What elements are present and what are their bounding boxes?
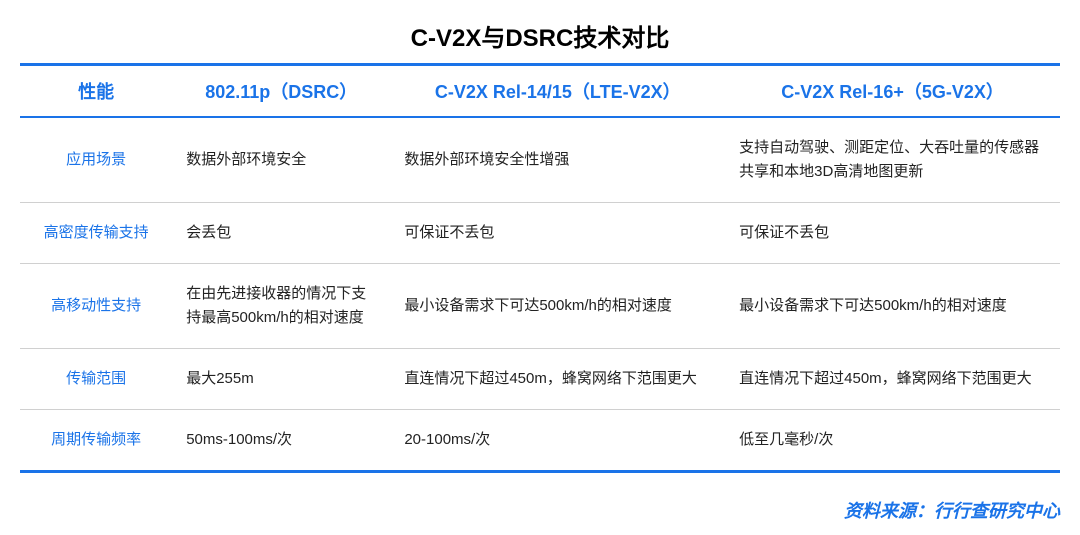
row-label: 周期传输频率 [20, 410, 172, 472]
table-row: 高密度传输支持 会丢包 可保证不丢包 可保证不丢包 [20, 203, 1060, 264]
row-label: 高移动性支持 [20, 264, 172, 349]
cell-dsrc: 50ms-100ms/次 [172, 410, 390, 472]
cell-lte: 20-100ms/次 [390, 410, 725, 472]
col-header-lte: C-V2X Rel-14/15（LTE-V2X） [390, 65, 725, 118]
cell-lte: 可保证不丢包 [390, 203, 725, 264]
cell-dsrc: 在由先进接收器的情况下支持最高500km/h的相对速度 [172, 264, 390, 349]
col-header-perf: 性能 [20, 65, 172, 118]
col-header-dsrc: 802.11p（DSRC） [172, 65, 390, 118]
col-header-5g: C-V2X Rel-16+（5G-V2X） [725, 65, 1060, 118]
table-row: 应用场景 数据外部环境安全 数据外部环境安全性增强 支持自动驾驶、测距定位、大吞… [20, 117, 1060, 203]
cell-5g: 低至几毫秒/次 [725, 410, 1060, 472]
table-row: 高移动性支持 在由先进接收器的情况下支持最高500km/h的相对速度 最小设备需… [20, 264, 1060, 349]
cell-lte: 直连情况下超过450m，蜂窝网络下范围更大 [390, 349, 725, 410]
cell-lte: 最小设备需求下可达500km/h的相对速度 [390, 264, 725, 349]
comparison-table: 性能 802.11p（DSRC） C-V2X Rel-14/15（LTE-V2X… [20, 63, 1060, 473]
table-header-row: 性能 802.11p（DSRC） C-V2X Rel-14/15（LTE-V2X… [20, 65, 1060, 118]
row-label: 传输范围 [20, 349, 172, 410]
row-label: 应用场景 [20, 117, 172, 203]
cell-5g: 最小设备需求下可达500km/h的相对速度 [725, 264, 1060, 349]
cell-dsrc: 最大255m [172, 349, 390, 410]
source-citation: 资料来源：行行查研究中心 [844, 497, 1060, 523]
table-row: 传输范围 最大255m 直连情况下超过450m，蜂窝网络下范围更大 直连情况下超… [20, 349, 1060, 410]
row-label: 高密度传输支持 [20, 203, 172, 264]
cell-dsrc: 数据外部环境安全 [172, 117, 390, 203]
cell-5g: 支持自动驾驶、测距定位、大吞吐量的传感器共享和本地3D高清地图更新 [725, 117, 1060, 203]
table-row: 周期传输频率 50ms-100ms/次 20-100ms/次 低至几毫秒/次 [20, 410, 1060, 472]
cell-5g: 可保证不丢包 [725, 203, 1060, 264]
cell-5g: 直连情况下超过450m，蜂窝网络下范围更大 [725, 349, 1060, 410]
cell-lte: 数据外部环境安全性增强 [390, 117, 725, 203]
cell-dsrc: 会丢包 [172, 203, 390, 264]
page-title: C-V2X与DSRC技术对比 [20, 18, 1060, 63]
